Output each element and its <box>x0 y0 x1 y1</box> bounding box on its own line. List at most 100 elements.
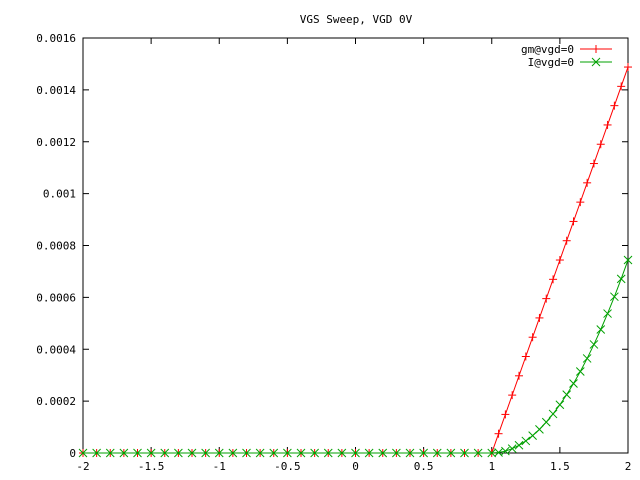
series-2-point <box>187 448 197 458</box>
series-2-point <box>596 325 606 334</box>
series-2-point <box>283 448 292 458</box>
cross-marker-b <box>392 448 401 458</box>
plot-frame <box>82 37 629 454</box>
cross-marker-b <box>603 309 612 318</box>
series-2-point <box>228 448 238 458</box>
series-1-point <box>624 63 632 72</box>
series-2-point <box>201 448 210 458</box>
x-tick-label: 0 <box>352 460 359 473</box>
cross-marker-b <box>473 448 483 458</box>
legend-marker-1 <box>592 45 600 53</box>
series-line-2 <box>83 259 629 454</box>
series-1-point <box>508 391 517 400</box>
series-2-point <box>535 425 544 434</box>
cross-marker-b <box>242 448 251 458</box>
cross-marker-b <box>160 448 170 458</box>
series-2-point <box>603 309 612 318</box>
legend: gm@vgd=0I@vgd=0 <box>521 43 612 69</box>
series-2-point <box>610 292 619 302</box>
series-1-point <box>542 294 551 303</box>
cross-marker-b <box>201 448 210 458</box>
series-1-point <box>583 178 592 187</box>
cross-marker-b <box>575 367 585 376</box>
series-1-point <box>535 313 544 322</box>
cross-marker-b <box>296 448 306 458</box>
series-1-point <box>528 333 537 342</box>
cross-marker-b <box>541 417 551 427</box>
series-2-point <box>242 448 251 458</box>
y-tick-label: 0.0006 <box>36 291 76 304</box>
x-tick-label: -0.5 <box>274 460 301 473</box>
series-2-point <box>521 436 531 446</box>
cross-marker-b <box>514 440 524 450</box>
series-2-point <box>323 448 333 458</box>
cross-marker-b <box>494 448 503 457</box>
cross-marker-b <box>119 448 129 458</box>
series-2-point <box>214 448 224 458</box>
x-tick-label: -2 <box>76 460 89 473</box>
series-2-point <box>105 448 115 458</box>
y-tick-label: 0.0014 <box>36 84 76 97</box>
series-1-point <box>501 410 510 419</box>
cross-marker-b <box>616 274 626 284</box>
legend-label-1: gm@vgd=0 <box>521 43 574 56</box>
series-2-point <box>623 255 633 265</box>
cross-marker-b <box>521 436 531 446</box>
series-2-point <box>296 448 306 458</box>
axes-group: -2 -1.5 -1 -0.5 0 0.5 1 1.5 2 0 0.0002 0.0004 0.0006… <box>36 32 631 473</box>
cross-marker-b <box>351 448 360 458</box>
x-tick-label: 1.5 <box>550 460 570 473</box>
cross-marker-b <box>255 448 265 458</box>
series-group <box>78 63 633 458</box>
cross-marker-b <box>582 354 592 363</box>
series-2-point <box>507 444 517 454</box>
series-2-point <box>446 448 456 458</box>
cross-marker-b <box>92 448 101 458</box>
cross-marker-b <box>405 448 415 458</box>
series-2-point <box>494 448 503 457</box>
series-2-point <box>146 448 156 458</box>
cross-marker-b <box>214 448 224 458</box>
series-1-point <box>596 140 605 149</box>
cross-marker-b <box>501 446 510 456</box>
series-2-point <box>392 448 401 458</box>
series-1-point <box>603 120 612 129</box>
x-tick-label: 0.5 <box>414 460 434 473</box>
series-2-point <box>419 448 428 458</box>
series-line-1 <box>83 66 629 454</box>
series-1-point <box>617 82 626 91</box>
series-2-point <box>78 448 88 458</box>
cross-marker-b <box>548 409 558 419</box>
cross-marker-b <box>446 448 456 458</box>
series-2-point <box>548 409 558 419</box>
cross-marker-b <box>323 448 333 458</box>
cross-marker-b <box>378 448 388 458</box>
cross-marker-b <box>174 448 183 458</box>
cross-marker-b <box>460 448 469 458</box>
cross-marker-b <box>364 448 374 458</box>
cross-marker-b <box>562 390 572 399</box>
cross-marker-b <box>105 448 115 458</box>
series-2-point <box>501 446 510 456</box>
series-2-point <box>364 448 374 458</box>
x-tick-label: -1 <box>213 460 226 473</box>
series-2-point <box>473 448 483 458</box>
x-tick-label: 2 <box>625 460 632 473</box>
cross-marker-b <box>146 448 156 458</box>
series-2-point <box>255 448 265 458</box>
legend-label-2: I@vgd=0 <box>528 56 574 69</box>
cross-marker-b <box>591 57 601 67</box>
y-tick-label: 0.0008 <box>36 240 76 253</box>
series-2-point <box>432 448 442 458</box>
y-tick-label: 0.0002 <box>36 395 76 408</box>
series-2-point <box>575 367 585 376</box>
x-tick-label: 1 <box>488 460 495 473</box>
series-1-point <box>494 429 503 438</box>
series-2-point <box>541 417 551 427</box>
series-1-point <box>589 159 598 168</box>
series-1-point <box>610 101 619 110</box>
cross-marker-b <box>78 448 88 458</box>
cross-marker-b <box>310 448 319 458</box>
series-1-point <box>515 371 523 380</box>
